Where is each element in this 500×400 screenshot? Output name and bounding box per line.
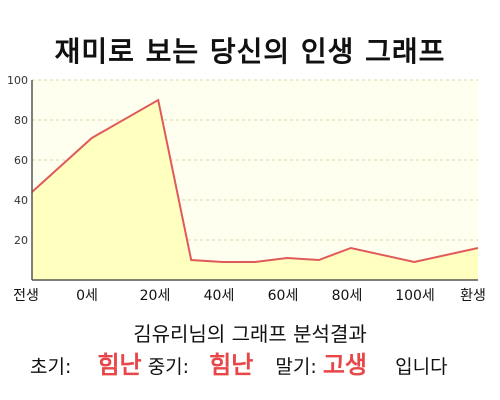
middle-value: 힘난	[209, 351, 254, 379]
x-tick-label: 100세	[395, 288, 435, 304]
series-line	[31, 98, 479, 264]
late-label: 말기:	[275, 356, 317, 378]
analysis-result-title: 김유리님의 그래프 분석결과	[133, 322, 367, 346]
y-tick-label: 60	[14, 154, 28, 167]
x-tick-label: 60세	[268, 288, 299, 304]
y-tick-label: 80	[14, 114, 28, 127]
x-tick-label: 환생	[460, 288, 486, 304]
x-tick-labels: 전생 0세 20세 40세 60세 80세 100세 환생	[13, 288, 486, 304]
y-tick-label: 20	[14, 234, 28, 247]
middle-label: 중기:	[147, 356, 190, 378]
life-graph-chart: 20 40 60 80 100 전생 0세 20세 40세 60세 80세 100세 환생	[7, 74, 486, 304]
y-tick-label: 100	[7, 74, 28, 87]
x-tick-label: 전생	[13, 288, 39, 304]
series-area	[32, 100, 478, 280]
x-tick-label: 40세	[204, 288, 235, 304]
late-value: 고생	[322, 351, 368, 379]
x-tick-label: 20세	[140, 288, 171, 304]
x-tick-label: 80세	[332, 288, 363, 304]
x-tick-label: 0세	[76, 288, 98, 304]
chart-title: 재미로 보는 당신의 인생 그래프	[54, 35, 446, 68]
analysis-summary: 초기: 힘난 중기: 힘난 말기: 고생 입니다	[30, 345, 480, 380]
early-label: 초기:	[30, 356, 72, 378]
y-tick-label: 40	[14, 194, 28, 207]
y-tick-labels: 20 40 60 80 100	[7, 74, 28, 247]
summary-suffix: 입니다	[395, 356, 448, 378]
early-value: 힘난	[97, 351, 142, 379]
